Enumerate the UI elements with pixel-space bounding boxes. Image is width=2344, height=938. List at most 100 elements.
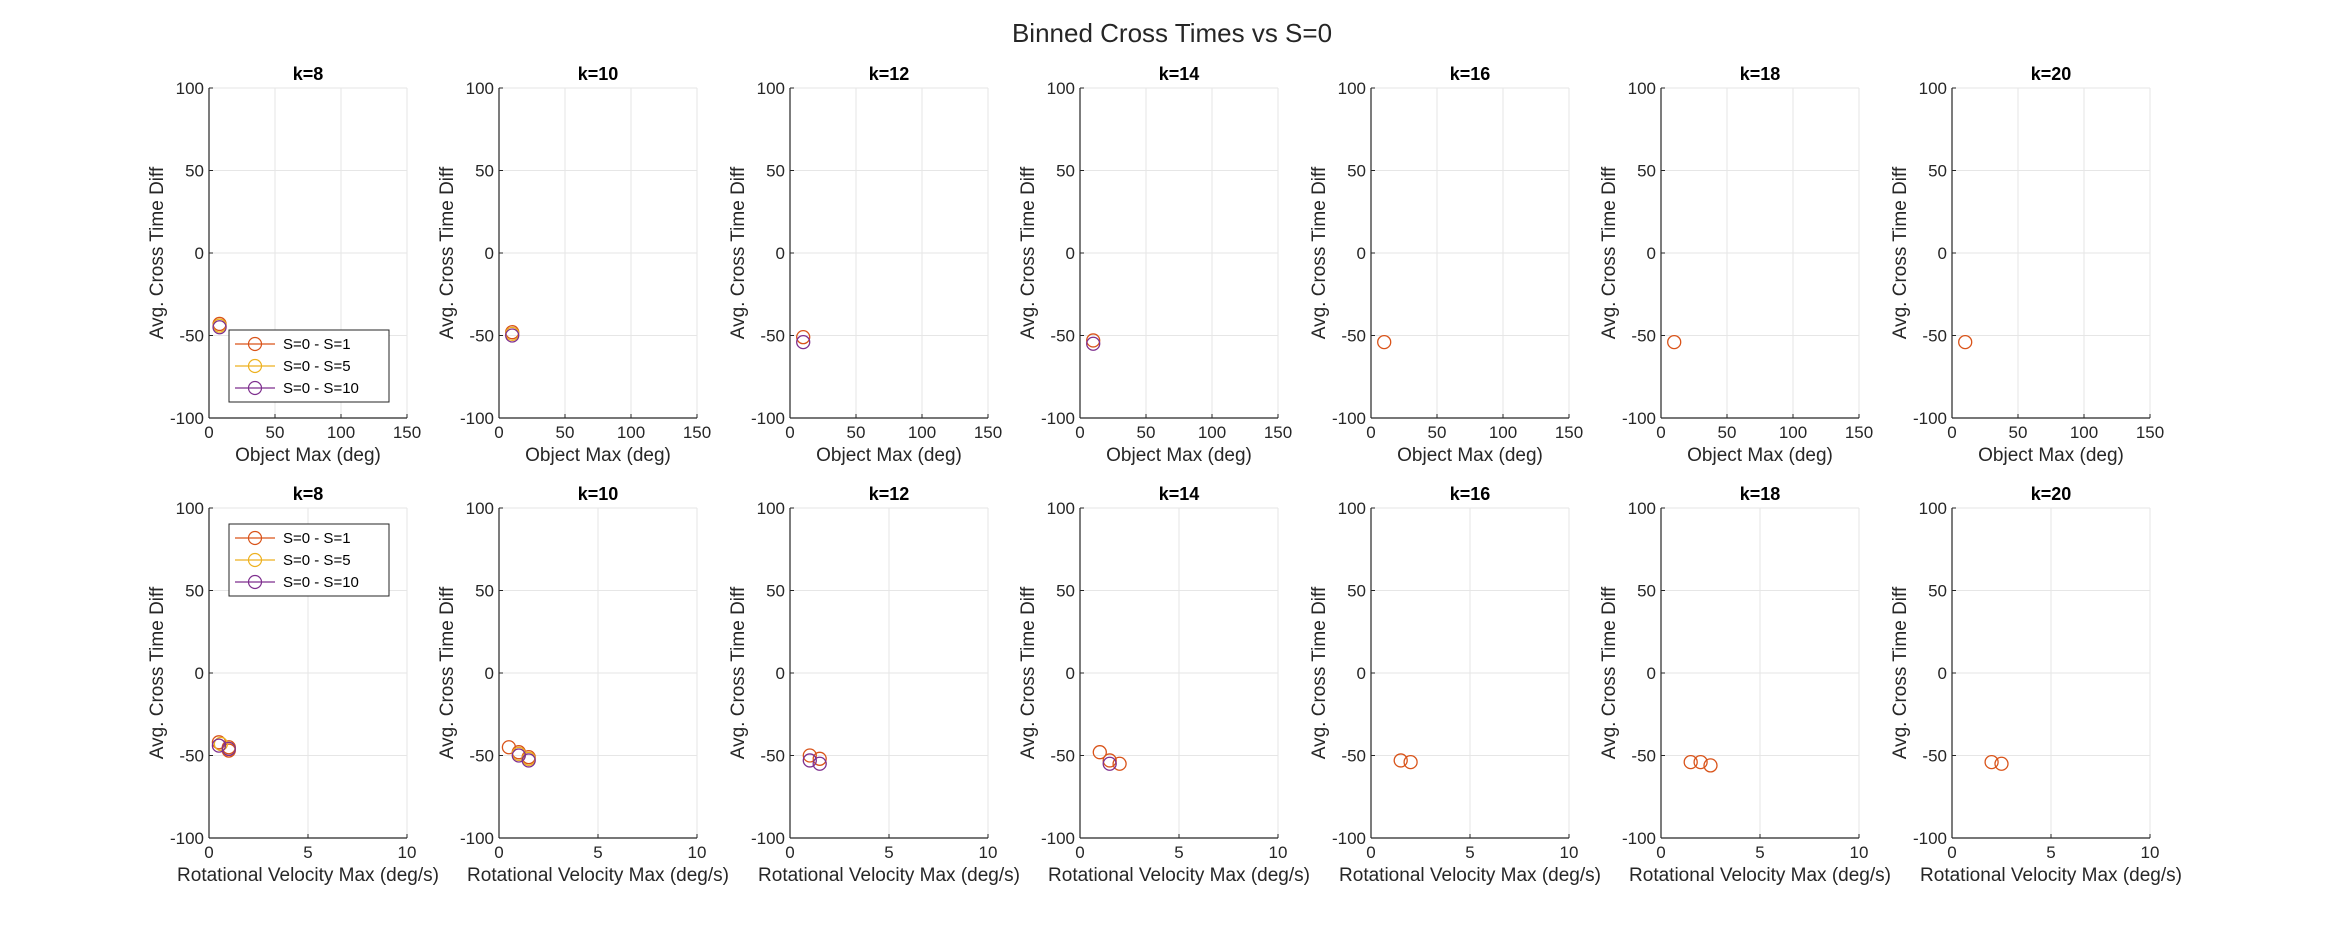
x-tick-label: 50 (847, 423, 866, 442)
y-tick-label: -100 (1622, 829, 1656, 848)
x-tick-label: 50 (266, 423, 285, 442)
data-point (1994, 756, 2009, 771)
panel-title: k=14 (1159, 64, 1200, 84)
x-tick-label: 150 (1555, 423, 1583, 442)
y-tick-label: -100 (460, 829, 494, 848)
x-tick-label: 0 (785, 843, 794, 862)
data-point (212, 320, 227, 335)
x-tick-label: 100 (1489, 423, 1517, 442)
x-axis-label: Rotational Velocity Max (deg/s) (467, 865, 729, 886)
y-tick-label: -100 (751, 829, 785, 848)
x-tick-label: 0 (494, 843, 503, 862)
x-axis-label: Object Max (deg) (1397, 445, 1543, 466)
x-axis-label: Rotational Velocity Max (deg/s) (1339, 865, 1601, 886)
legend-label: S=0 - S=10 (283, 380, 359, 397)
x-tick-label: 150 (393, 423, 421, 442)
panel-title: k=12 (869, 484, 910, 504)
legend-marker (247, 552, 263, 568)
panel-title: k=10 (578, 484, 619, 504)
x-tick-label: 0 (204, 843, 213, 862)
data-point (1086, 333, 1101, 348)
x-tick-label: 5 (303, 843, 312, 862)
x-tick-label: 0 (1075, 843, 1084, 862)
y-axis-label: Avg. Cross Time Diff (1309, 586, 1330, 759)
x-tick-label: 150 (683, 423, 711, 442)
x-tick-label: 50 (2009, 423, 2028, 442)
x-tick-label: 0 (1656, 843, 1665, 862)
data-point (1102, 756, 1117, 771)
subplot-object-max-k16: 0 50 100 150 -100 -50 0 50 100 k=16 Object Max (de… (1309, 64, 1583, 466)
x-tick-label: 5 (1465, 843, 1474, 862)
data-point (1958, 334, 1973, 350)
y-tick-label: -50 (1631, 747, 1656, 766)
y-axis-label: Avg. Cross Time Diff (1890, 586, 1911, 759)
y-tick-label: 50 (475, 162, 494, 181)
x-tick-label: 0 (1656, 423, 1665, 442)
y-tick-label: 100 (1047, 499, 1075, 518)
y-tick-label: -100 (1622, 409, 1656, 428)
y-tick-label: -50 (1922, 747, 1947, 766)
y-tick-label: 0 (195, 664, 204, 683)
y-tick-label: 100 (466, 79, 494, 98)
y-tick-label: 50 (1347, 582, 1366, 601)
data-point (802, 753, 817, 768)
y-tick-label: 100 (1628, 499, 1656, 518)
y-tick-label: -100 (751, 409, 785, 428)
y-tick-label: 50 (185, 162, 204, 181)
y-tick-label: 100 (1919, 499, 1947, 518)
y-tick-label: -100 (1913, 409, 1947, 428)
x-axis-label: Object Max (deg) (1687, 445, 1833, 466)
panel-title: k=14 (1159, 484, 1200, 504)
y-tick-label: 50 (1056, 582, 1075, 601)
x-tick-label: 0 (1075, 423, 1084, 442)
x-tick-label: 0 (1947, 843, 1956, 862)
x-tick-label: 100 (2070, 423, 2098, 442)
subplot-rot-vel-k8: 0 5 10 -100 -50 0 50 100 k=8 Rotational Velocity … (147, 484, 439, 886)
y-axis-label: Avg. Cross Time Diff (437, 166, 458, 339)
data-point (1683, 754, 1698, 770)
y-tick-label: 50 (475, 582, 494, 601)
panel-title: k=16 (1450, 64, 1491, 84)
x-tick-label: 10 (1560, 843, 1579, 862)
data-point (221, 741, 236, 757)
x-axis-label: Object Max (deg) (816, 445, 962, 466)
y-tick-label: 100 (176, 79, 204, 98)
x-tick-label: 5 (1755, 843, 1764, 862)
data-point (1102, 753, 1117, 768)
x-tick-label: 100 (908, 423, 936, 442)
y-tick-label: 50 (1637, 162, 1656, 181)
x-tick-label: 100 (617, 423, 645, 442)
y-tick-label: 0 (776, 664, 785, 683)
legend-marker (247, 574, 263, 590)
y-tick-label: 50 (1056, 162, 1075, 181)
x-tick-label: 0 (785, 423, 794, 442)
y-tick-label: 0 (1647, 244, 1656, 263)
y-tick-label: -50 (469, 327, 494, 346)
subplot-rot-vel-k10: 0 5 10 -100 -50 0 50 100 k=10 Rotational Velocity… (437, 484, 729, 886)
data-point (1667, 334, 1682, 350)
y-tick-label: -100 (1332, 829, 1366, 848)
x-axis-label: Rotational Velocity Max (deg/s) (1048, 865, 1310, 886)
x-axis-label: Object Max (deg) (525, 445, 671, 466)
x-tick-label: 50 (1718, 423, 1737, 442)
y-tick-label: 50 (1347, 162, 1366, 181)
x-tick-label: 5 (884, 843, 893, 862)
y-tick-label: 0 (485, 244, 494, 263)
subplot-rot-vel-k16: 0 5 10 -100 -50 0 50 100 k=16 Rotational Velocity… (1309, 484, 1601, 886)
legend-label: S=0 - S=1 (283, 530, 351, 547)
x-tick-label: 10 (2141, 843, 2160, 862)
data-point (796, 334, 811, 350)
data-point (1703, 758, 1718, 773)
legend-label: S=0 - S=5 (283, 552, 351, 569)
data-point (1112, 756, 1127, 771)
y-tick-label: -50 (179, 327, 204, 346)
legend-label: S=0 - S=10 (283, 574, 359, 591)
y-tick-label: 0 (1938, 664, 1947, 683)
y-tick-label: 100 (1338, 79, 1366, 98)
y-tick-label: 0 (1357, 664, 1366, 683)
data-point (1377, 334, 1392, 350)
y-tick-label: 50 (766, 582, 785, 601)
legend-marker (247, 358, 263, 374)
y-tick-label: 50 (766, 162, 785, 181)
